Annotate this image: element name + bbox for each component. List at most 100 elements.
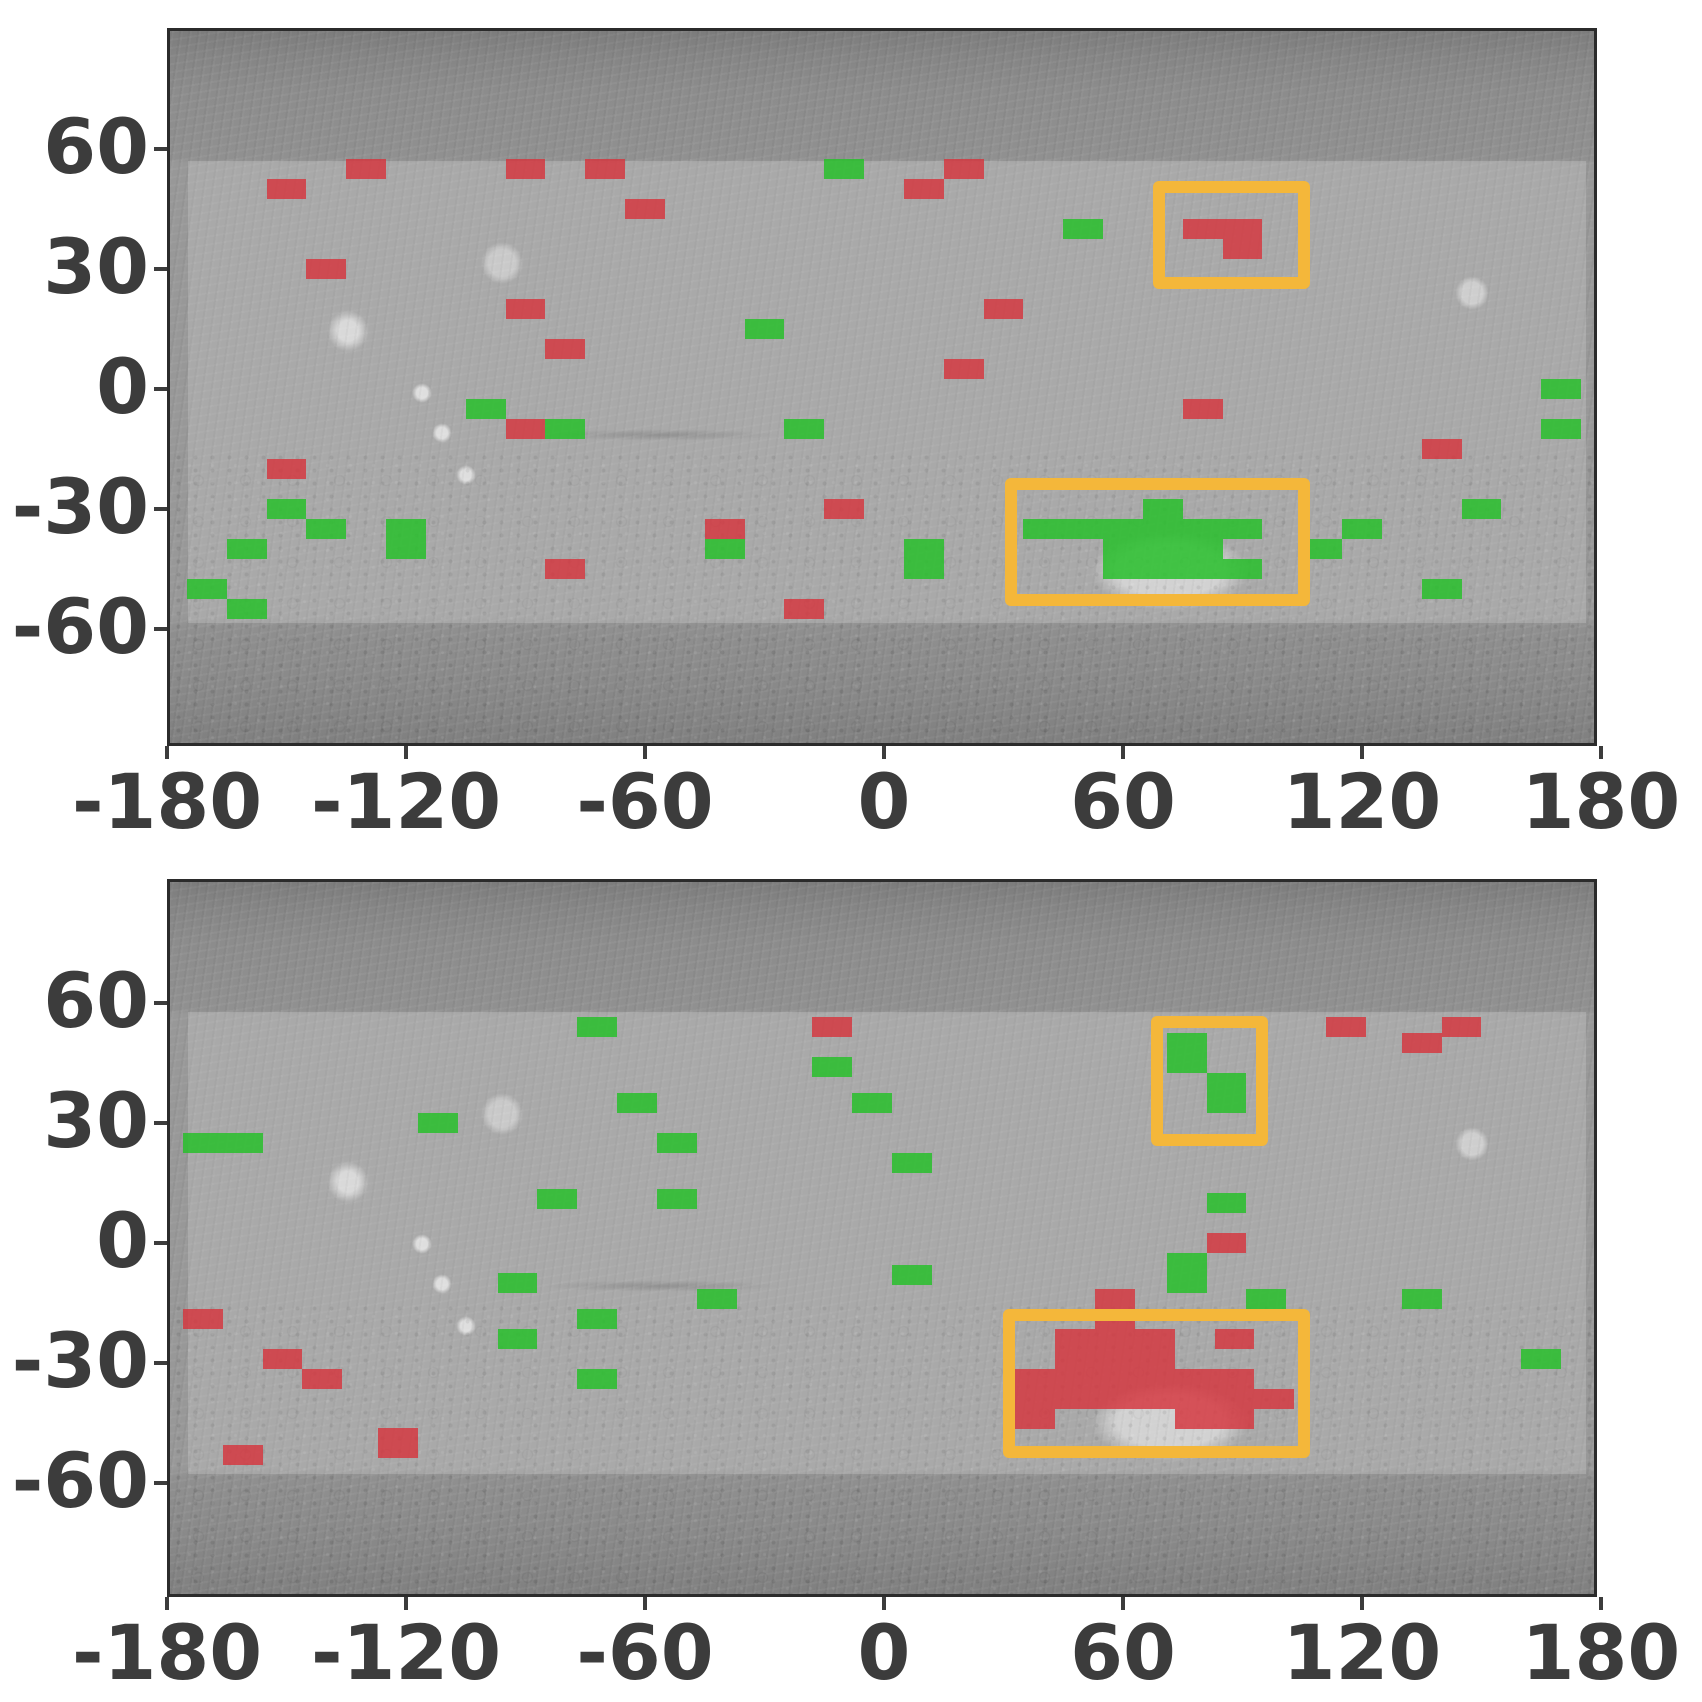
green-cell-patch <box>577 1017 618 1037</box>
red-cell-patch <box>302 1369 343 1389</box>
green-cell-patch <box>1401 1289 1442 1309</box>
y-axis-tick <box>154 1001 167 1005</box>
green-cell-patch <box>1222 519 1263 539</box>
red-cell-patch <box>306 259 347 279</box>
green-cell-patch <box>852 1093 892 1113</box>
x-tick-label: 60 <box>1070 757 1176 846</box>
x-tick-label: -120 <box>310 757 502 846</box>
green-cell-patch <box>1421 579 1462 599</box>
red-cell-patch <box>1095 1289 1135 1309</box>
map-panel-bottom: -180 -120 -60 0 60 120 180 60 30 0 -30 -60 <box>0 851 1702 1702</box>
red-cell-patch <box>1401 1033 1442 1053</box>
x-axis-tick <box>1359 746 1364 759</box>
red-cell-patch <box>1134 1329 1175 1349</box>
green-cell-patch <box>497 1273 538 1293</box>
green-cell-patch <box>465 399 506 419</box>
red-cell-patch <box>1015 1409 1056 1429</box>
red-cell-patch <box>1055 1329 1096 1349</box>
red-cell-patch <box>1015 1389 1056 1409</box>
red-cell-patch <box>1095 1329 1135 1349</box>
red-cell-patch <box>1174 1409 1215 1429</box>
red-cell-patch <box>1015 1369 1056 1389</box>
y-axis-tick <box>154 387 167 391</box>
green-cell-patch <box>891 1265 932 1285</box>
green-cell-patch <box>1206 1093 1247 1113</box>
green-cell-patch <box>306 519 347 539</box>
green-cell-patch <box>1142 539 1183 559</box>
red-cell-patch <box>1174 1369 1215 1389</box>
red-cell-patch <box>505 299 546 319</box>
red-cell-patch <box>1055 1389 1096 1409</box>
red-cell-patch <box>1095 1389 1135 1409</box>
green-cell-patch <box>656 1133 697 1153</box>
green-cell-patch <box>1541 379 1582 399</box>
green-cell-patch <box>1142 499 1183 519</box>
red-cell-patch <box>625 199 665 219</box>
green-cell-patch <box>656 1189 697 1209</box>
green-cell-patch <box>812 1057 853 1077</box>
green-cell-patch <box>1461 499 1502 519</box>
red-cell-patch <box>378 1428 418 1458</box>
x-axis-tick <box>404 1597 409 1610</box>
green-cell-patch <box>1206 1193 1247 1213</box>
x-tick-label: 180 <box>1521 1608 1681 1697</box>
green-cell-patch <box>497 1329 538 1349</box>
highlight-box <box>1005 478 1311 607</box>
green-cell-patch <box>222 1133 263 1153</box>
red-cell-patch <box>1326 1017 1366 1037</box>
y-axis-tick <box>154 1121 167 1125</box>
y-tick-label: -30 <box>11 1316 149 1405</box>
x-tick-label: -60 <box>576 757 714 846</box>
green-cell-patch <box>617 1093 657 1113</box>
y-tick-label: 30 <box>43 222 149 311</box>
x-tick-label: -180 <box>71 757 263 846</box>
y-tick-label: 0 <box>96 342 149 431</box>
green-cell-patch <box>182 1133 223 1153</box>
red-cell-patch <box>182 1309 223 1329</box>
green-cell-patch <box>1023 519 1064 539</box>
y-axis-tick <box>154 1481 167 1485</box>
y-tick-label: 0 <box>96 1196 149 1285</box>
red-cell-patch <box>1134 1349 1175 1369</box>
x-tick-label: 0 <box>857 1608 911 1697</box>
green-cell-patch <box>903 539 944 559</box>
x-axis-tick <box>882 1597 886 1610</box>
red-cell-patch <box>545 339 586 359</box>
green-cell-patch <box>186 579 227 599</box>
red-cell-patch <box>943 159 984 179</box>
red-cell-patch <box>222 1445 263 1465</box>
x-axis-tick <box>1598 746 1603 759</box>
red-cell-patch <box>983 299 1024 319</box>
green-cell-patch <box>1103 519 1143 539</box>
mars-relief-map <box>167 28 1597 746</box>
red-cell-patch <box>943 359 984 379</box>
green-cell-patch <box>784 419 825 439</box>
green-cell-patch <box>891 1153 932 1173</box>
green-cell-patch <box>1206 1073 1247 1093</box>
red-cell-patch <box>1055 1369 1096 1389</box>
y-tick-label: -60 <box>11 1436 149 1525</box>
green-cell-patch <box>386 519 426 539</box>
green-cell-patch <box>577 1369 618 1389</box>
red-cell-patch <box>346 159 387 179</box>
red-cell-patch <box>784 599 825 619</box>
y-tick-label: 60 <box>43 102 149 191</box>
green-cell-patch <box>417 1113 458 1133</box>
y-tick-label: 60 <box>43 956 149 1045</box>
red-cell-patch <box>704 519 745 539</box>
red-cell-patch <box>505 419 546 439</box>
green-cell-patch <box>696 1289 737 1309</box>
red-cell-patch <box>1182 219 1223 239</box>
red-cell-patch <box>266 179 307 199</box>
highlight-box <box>1003 1309 1311 1459</box>
green-cell-patch <box>1182 539 1223 559</box>
red-cell-patch <box>1055 1349 1096 1369</box>
red-cell-patch <box>1441 1017 1482 1037</box>
highlight-box <box>1150 1015 1268 1146</box>
x-tick-label: -180 <box>71 1608 263 1697</box>
x-tick-label: 180 <box>1521 757 1681 846</box>
green-cell-patch <box>824 159 865 179</box>
red-cell-patch <box>1254 1389 1295 1409</box>
green-cell-patch <box>1521 1349 1562 1369</box>
